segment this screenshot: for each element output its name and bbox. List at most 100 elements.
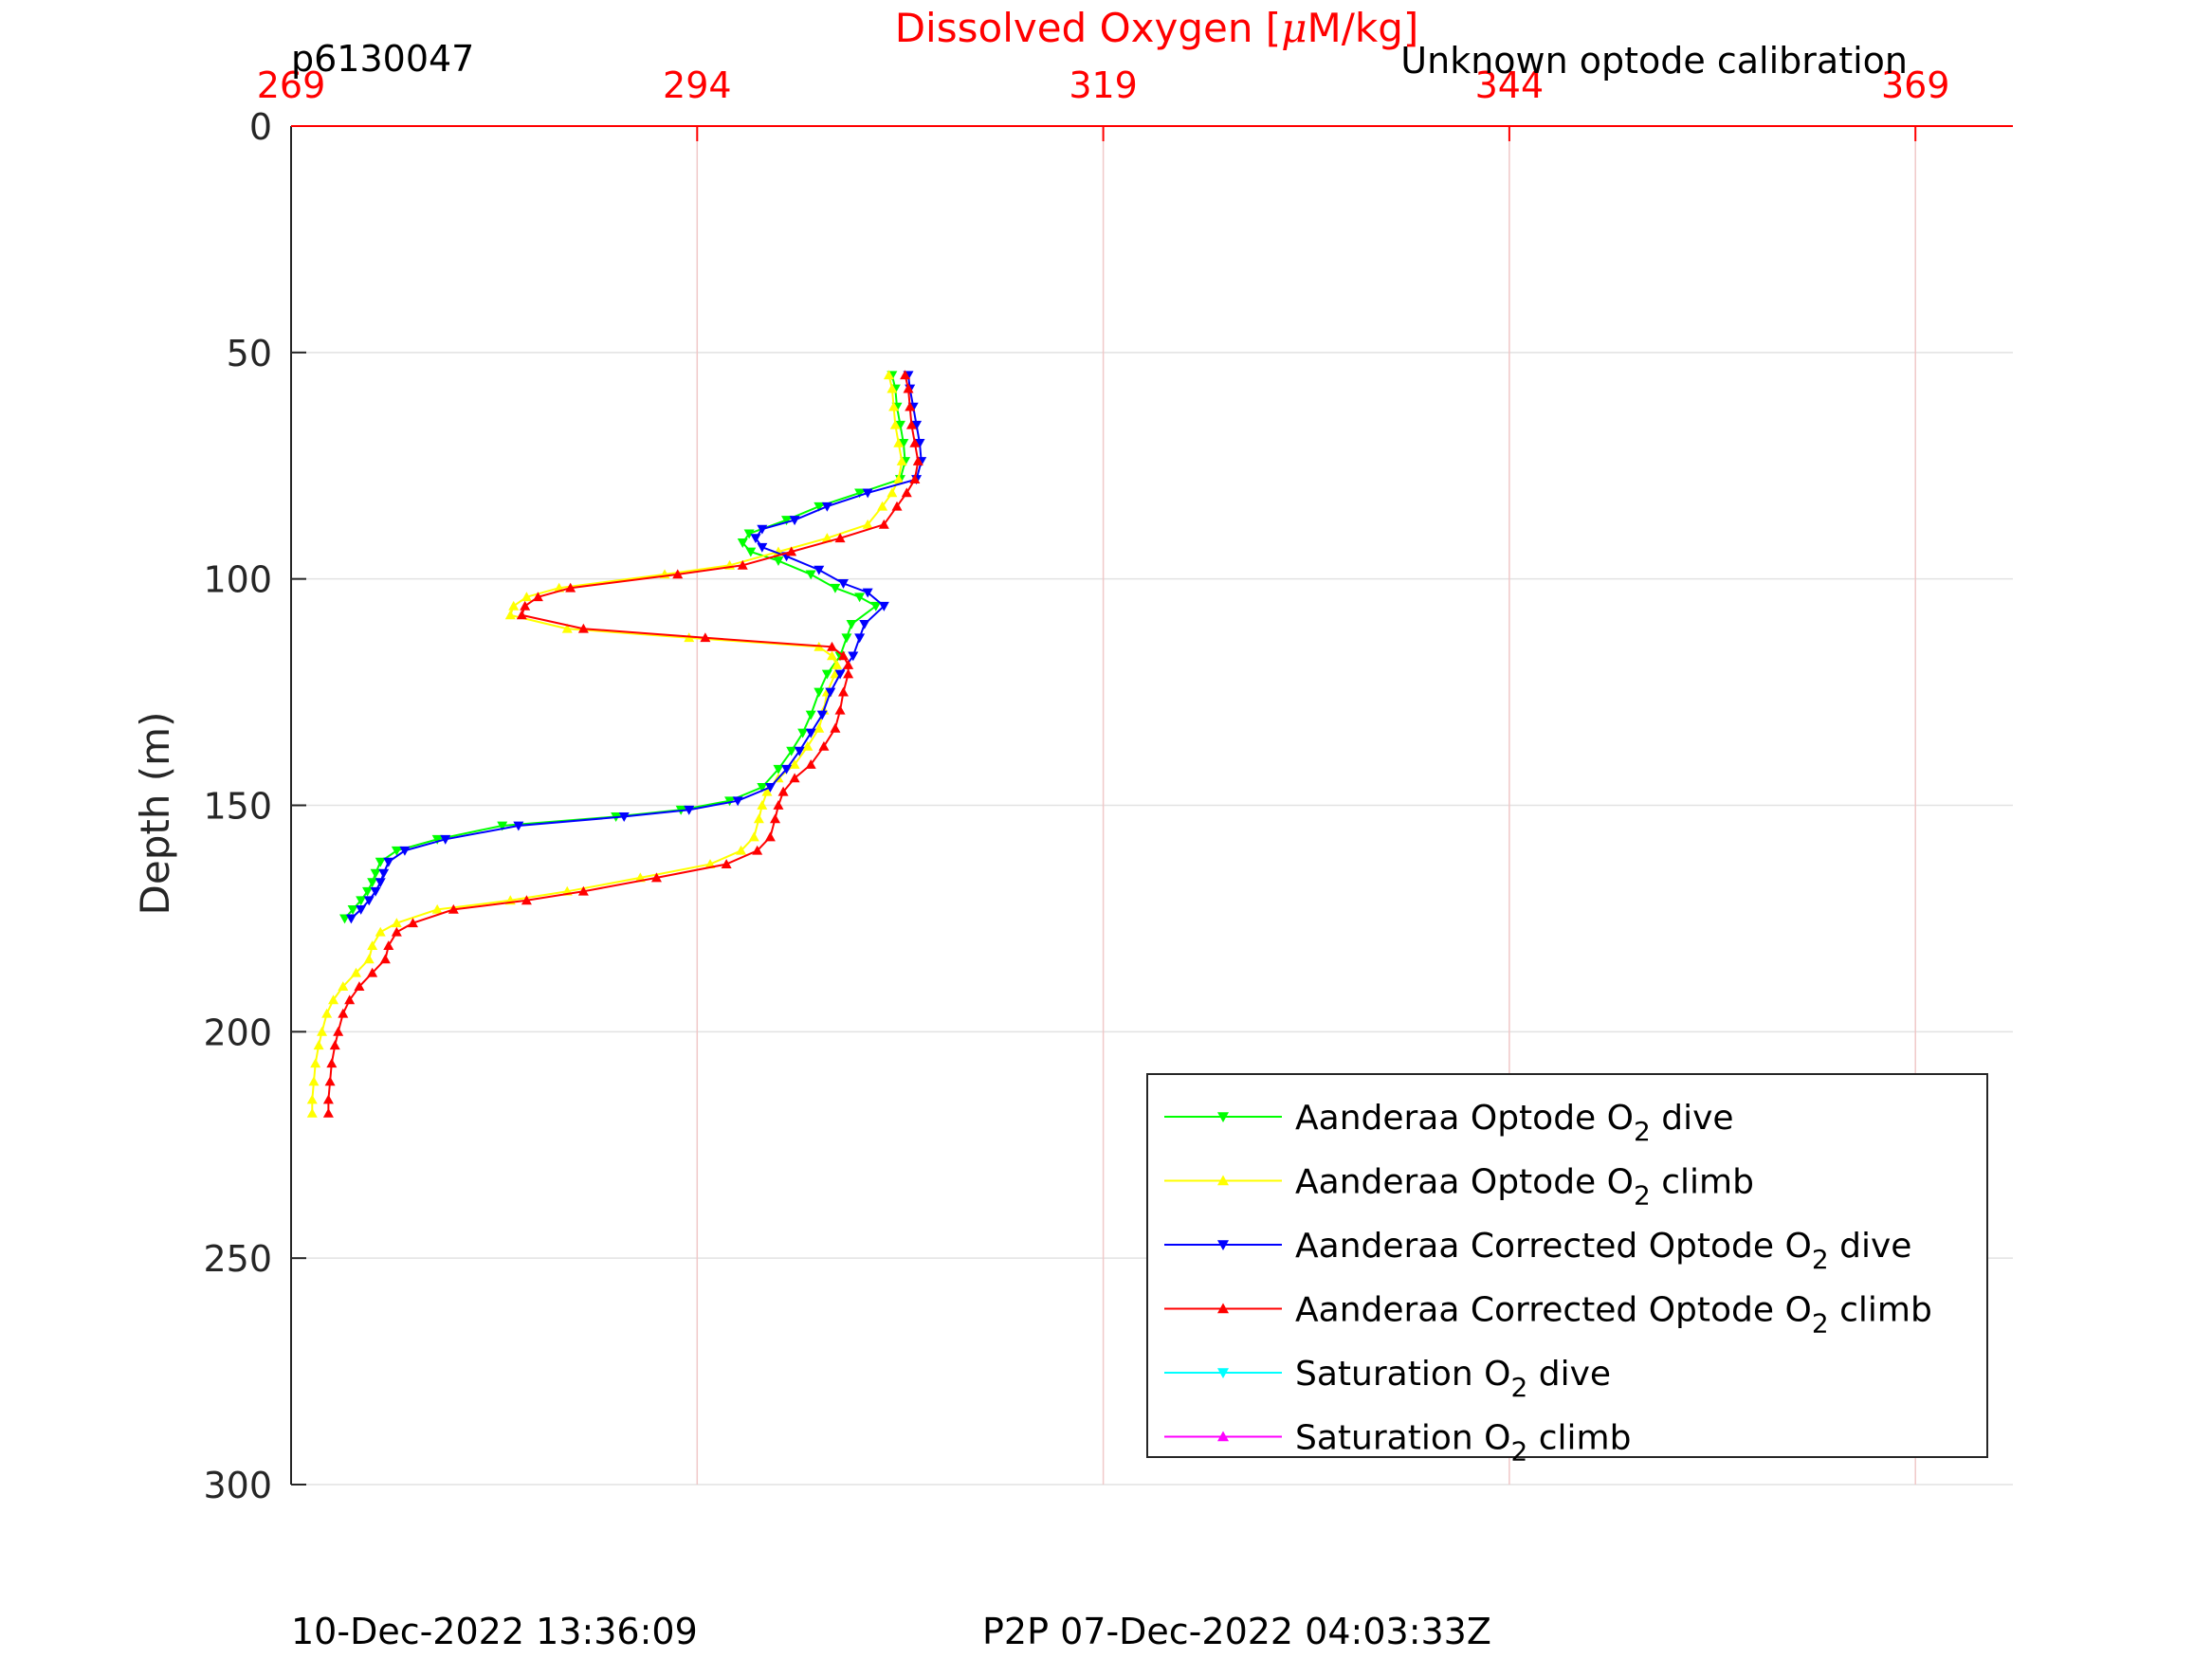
data-point: [561, 623, 573, 633]
data-point: [532, 592, 543, 602]
legend-entry-2: Aanderaa Corrected Optode O2 dive: [1164, 1227, 1911, 1275]
data-point: [821, 501, 832, 512]
data-point: [837, 650, 849, 661]
data-point: [370, 886, 381, 897]
data-point: [650, 872, 662, 883]
data-point: [903, 383, 914, 393]
data-point: [351, 967, 362, 977]
series-layer: [306, 370, 927, 1118]
data-point: [322, 1094, 334, 1104]
data-point: [326, 1058, 338, 1068]
footer-timestamp-left: 10-Dec-2022 13:36:09: [291, 1611, 698, 1652]
legend-label: Saturation O2 dive: [1295, 1355, 1611, 1403]
data-point: [363, 954, 375, 964]
data-point: [367, 940, 378, 950]
data-point: [732, 796, 743, 807]
data-point: [805, 570, 816, 580]
data-point: [367, 967, 378, 977]
data-point: [834, 669, 846, 680]
data-point: [383, 857, 394, 867]
data-point: [757, 800, 768, 810]
data-point: [313, 1040, 324, 1050]
data-point: [909, 474, 921, 483]
legend-swatch-marker: [1217, 1240, 1229, 1250]
data-point: [898, 438, 909, 448]
data-point: [521, 895, 532, 905]
data-point: [753, 813, 764, 824]
data-point: [367, 878, 378, 888]
series-0: [339, 371, 911, 924]
data-point: [821, 533, 832, 543]
data-point: [789, 516, 800, 526]
data-point: [440, 834, 451, 845]
data-point: [356, 896, 367, 906]
series-3: [322, 370, 923, 1118]
data-point: [700, 632, 711, 643]
data-point: [896, 455, 907, 465]
legend-swatch-marker: [1217, 1303, 1229, 1314]
data-point: [306, 1107, 318, 1118]
legend-entry-5: Saturation O2 climb: [1164, 1419, 1631, 1468]
data-point: [328, 994, 339, 1005]
data-point: [431, 903, 443, 914]
data-point: [888, 401, 900, 411]
data-point: [378, 868, 390, 879]
data-point: [322, 1107, 334, 1118]
data-point: [848, 651, 859, 662]
data-point: [862, 488, 873, 499]
data-point: [834, 704, 846, 715]
data-point: [786, 546, 797, 556]
data-point: [757, 542, 768, 553]
data-point: [870, 601, 882, 611]
data-point: [914, 438, 925, 448]
data-point: [497, 821, 508, 831]
x-tick-label: 269: [257, 64, 326, 106]
data-point: [911, 420, 923, 430]
x-axis-label: Dissolved Oxygen [μM/kg]: [895, 5, 1419, 51]
data-point: [363, 896, 375, 906]
legend-swatch-marker: [1217, 1431, 1229, 1442]
data-point: [816, 710, 828, 720]
data-point: [843, 668, 854, 679]
data-point: [745, 547, 757, 557]
x-tick-label: 319: [1069, 64, 1138, 106]
legend-entry-0: Aanderaa Optode O2 dive: [1164, 1099, 1734, 1147]
data-point: [905, 419, 917, 429]
data-point: [345, 914, 356, 924]
profile-id-label: p6130047: [291, 38, 474, 80]
legend: Aanderaa Optode O2 dive Aanderaa Optode O…: [1146, 1073, 1988, 1468]
data-point: [684, 805, 695, 815]
legend-label: Aanderaa Optode O2 dive: [1295, 1099, 1734, 1147]
data-point: [375, 878, 386, 888]
data-point: [887, 487, 898, 498]
data-point: [814, 722, 825, 733]
data-point: [854, 633, 866, 644]
data-point: [841, 633, 852, 644]
data-point: [773, 764, 784, 775]
data-point: [830, 668, 841, 679]
data-point: [399, 846, 411, 856]
data-point: [520, 600, 531, 611]
data-point: [789, 759, 800, 769]
data-point: [821, 669, 832, 680]
data-point: [891, 501, 903, 511]
data-point: [321, 1008, 333, 1018]
data-point: [802, 740, 814, 751]
data-point: [887, 383, 898, 393]
y-tick-label: 100: [203, 559, 272, 601]
data-point: [777, 786, 789, 796]
data-point: [773, 800, 784, 810]
legend-entry-4: Saturation O2 dive: [1164, 1355, 1611, 1403]
data-point: [750, 534, 761, 544]
y-tick-label: 50: [227, 333, 272, 374]
axes: 0 50 100 150 200 250 300 269 294 319 344 369: [203, 64, 2013, 1506]
data-point: [338, 1008, 349, 1018]
data-point: [854, 592, 866, 603]
data-point: [797, 728, 809, 738]
data-point: [794, 746, 805, 757]
data-point: [513, 821, 524, 831]
data-point: [344, 994, 356, 1005]
legend-swatch-marker: [1217, 1175, 1229, 1186]
data-point: [781, 764, 793, 775]
